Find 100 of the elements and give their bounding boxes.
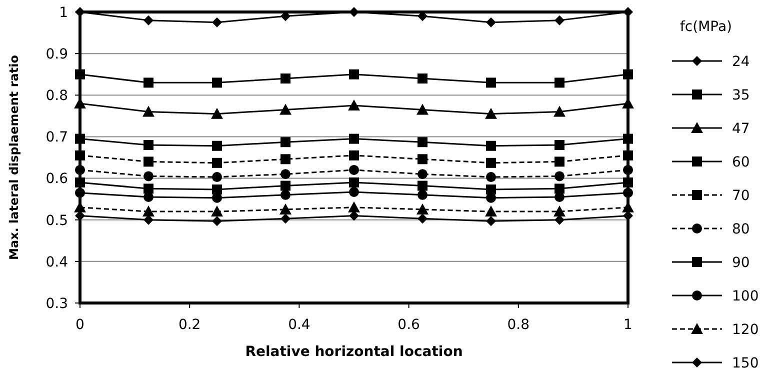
point xyxy=(349,150,359,160)
point xyxy=(144,78,154,88)
point xyxy=(75,164,85,175)
point xyxy=(212,17,222,28)
legend-title: fc(MPa) xyxy=(680,19,732,35)
point xyxy=(418,74,428,84)
point xyxy=(348,201,360,212)
point xyxy=(144,171,154,182)
point xyxy=(418,137,428,148)
y-axis-title: Max. lateral displaement ratio xyxy=(7,55,21,260)
point xyxy=(75,150,85,160)
point xyxy=(418,169,428,180)
point xyxy=(280,190,290,200)
point xyxy=(144,15,154,26)
y-tick-label: 1 xyxy=(59,4,68,21)
y-tick-label: 0.5 xyxy=(46,212,68,229)
point xyxy=(623,69,633,80)
point xyxy=(212,216,222,226)
x-tick-label: 0.6 xyxy=(398,317,420,333)
point xyxy=(144,156,154,167)
point xyxy=(486,184,496,195)
point xyxy=(418,214,428,224)
point xyxy=(75,177,85,188)
y-tick-label: 0.6 xyxy=(46,171,68,188)
legend-label: 90 xyxy=(732,254,750,271)
point xyxy=(623,164,633,175)
y-tick-label: 0.4 xyxy=(46,254,68,270)
point xyxy=(418,180,428,191)
point xyxy=(554,206,566,217)
y-tick-label: 0.3 xyxy=(46,296,68,312)
point xyxy=(623,150,633,160)
point xyxy=(349,177,359,188)
point xyxy=(280,74,290,84)
point xyxy=(75,188,85,198)
point xyxy=(280,180,290,191)
point xyxy=(486,172,496,182)
legend-label: 150 xyxy=(732,355,759,370)
point xyxy=(142,106,154,117)
legend-label: 70 xyxy=(732,188,750,204)
x-tick-label: 0.2 xyxy=(178,317,201,333)
y-tick-label: 0.8 xyxy=(46,88,68,104)
point xyxy=(280,169,290,180)
point xyxy=(554,78,564,88)
point xyxy=(623,7,633,17)
point xyxy=(144,140,154,150)
point xyxy=(212,158,222,168)
point xyxy=(280,154,290,164)
point xyxy=(554,15,564,26)
point xyxy=(554,171,564,182)
point xyxy=(349,187,359,198)
y-tick-label: 0.9 xyxy=(46,46,68,62)
x-tick-label: 0 xyxy=(76,317,84,333)
point xyxy=(212,140,222,151)
point xyxy=(280,203,292,214)
point xyxy=(349,134,359,144)
point xyxy=(280,214,290,224)
point xyxy=(554,184,564,194)
point xyxy=(349,210,359,221)
point xyxy=(554,156,564,167)
legend-label: 24 xyxy=(732,54,750,70)
y-tick-label: 0.7 xyxy=(46,130,68,146)
point xyxy=(75,69,85,80)
point xyxy=(280,137,290,148)
point xyxy=(486,140,496,151)
point xyxy=(485,206,497,217)
point xyxy=(349,164,359,175)
legend-label: 60 xyxy=(732,154,750,170)
x-tick-label: 0.8 xyxy=(507,317,530,333)
point xyxy=(349,7,359,17)
point xyxy=(623,134,633,144)
point xyxy=(486,216,496,226)
point xyxy=(211,206,223,217)
point xyxy=(280,104,292,115)
point xyxy=(486,78,496,88)
point xyxy=(623,210,633,221)
point xyxy=(416,203,428,214)
legend-label: 100 xyxy=(732,288,759,304)
point xyxy=(144,184,154,194)
legend-label: 120 xyxy=(732,322,759,338)
point xyxy=(485,108,497,119)
point xyxy=(554,140,564,150)
x-tick-label: 1 xyxy=(624,317,632,333)
point xyxy=(75,134,85,144)
point xyxy=(416,104,428,115)
point xyxy=(486,158,496,168)
point xyxy=(212,172,222,182)
point xyxy=(211,108,223,119)
point xyxy=(623,188,633,198)
point xyxy=(418,190,428,200)
point xyxy=(349,69,359,80)
x-axis-title: Relative horizontal location xyxy=(245,344,463,360)
legend-label: 47 xyxy=(732,120,750,137)
point xyxy=(75,210,85,221)
point xyxy=(554,106,566,117)
point xyxy=(212,78,222,88)
x-tick-label: 0.4 xyxy=(288,317,310,333)
legend-label: 80 xyxy=(732,221,750,238)
point xyxy=(142,206,154,217)
point xyxy=(212,184,222,195)
legend-label: 35 xyxy=(732,87,750,104)
